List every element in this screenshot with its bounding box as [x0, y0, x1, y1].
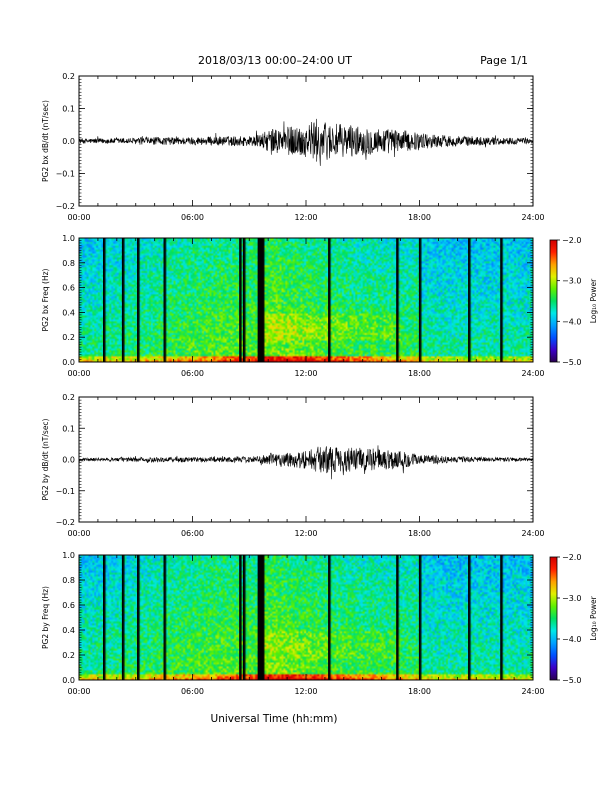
panel-2-colorbar-tick-label: −3.0 — [562, 277, 581, 286]
figure-title-date: 2018/03/13 00:00–24:00 UT — [198, 54, 352, 67]
panel-4-y-tick-label: 0.8 — [62, 576, 75, 585]
panel-1-x-tick-label: 00:00 — [67, 213, 90, 222]
panel-4-y-tick-label: 0.6 — [62, 601, 75, 610]
panel-4-x-tick-label: 24:00 — [521, 687, 544, 696]
panel-1-x-tick-label: 18:00 — [408, 213, 431, 222]
panel-3-x-tick-label: 06:00 — [181, 529, 204, 538]
panel-1-y-tick-label: 0.0 — [62, 137, 75, 146]
panel-1-frame — [78, 75, 534, 207]
panel-2-x-tick-label: 18:00 — [408, 369, 431, 378]
panel-2-y-tick-label: 0.8 — [62, 259, 75, 268]
panel-1-y-tick-label: 0.2 — [62, 72, 75, 81]
panel-2-frame — [78, 237, 534, 363]
panel-1-y-tick-label: −0.2 — [56, 202, 75, 211]
panel-2-x-tick-label: 12:00 — [294, 369, 317, 378]
panel-2-colorbar-tick-label: −4.0 — [562, 317, 581, 326]
panel-4-spectrogram-image — [79, 555, 533, 680]
panel-2-y-tick-label: 0.2 — [62, 333, 75, 342]
panel-3-x-tick-label: 18:00 — [408, 529, 431, 538]
panel-1-y-tick-label: −0.1 — [56, 170, 75, 179]
panel-3-y-tick-label: 0.0 — [62, 456, 75, 465]
panel-2-y-tick-label: 0.4 — [62, 308, 75, 317]
panel-3-frame — [78, 396, 534, 523]
panel-3-y-tick-label: −0.1 — [56, 487, 75, 496]
panel-4-y-tick-label: 0.0 — [62, 676, 75, 685]
panel-2-colorbar-tick-label: −2.0 — [562, 236, 581, 245]
panel-4-colorbar-tick-label: −5.0 — [562, 676, 581, 685]
panel-2-x-tick-label: 24:00 — [521, 369, 544, 378]
panel-4-y-tick-label: 0.4 — [62, 626, 75, 635]
panel-1-waveform-trace — [78, 118, 534, 166]
panel-4-y-tick-label: 0.2 — [62, 651, 75, 660]
panel-4-colorbar-label: Log₁₀ Power — [589, 595, 598, 640]
panel-1-y-tick-label: 0.1 — [62, 105, 75, 114]
panel-4-colorbar-tick-label: −3.0 — [562, 594, 581, 603]
panel-2-y-tick-label: 0.6 — [62, 284, 75, 293]
panel-3-waveform-trace — [78, 445, 534, 480]
panel-3-x-tick-label: 24:00 — [521, 529, 544, 538]
x-axis-label: Universal Time (hh:mm) — [211, 713, 338, 725]
panel-1-x-tick-label: 24:00 — [521, 213, 544, 222]
panel-2-y-tick-label: 0.0 — [62, 358, 75, 367]
panel-2-x-tick-label: 06:00 — [181, 369, 204, 378]
panels: 0.2 0.1 0.0 −0.1 −0.2 00:00 06:00 12:00 18:00 24:… — [41, 72, 598, 696]
panel-3-x-tick-label: 12:00 — [294, 529, 317, 538]
panel-2-colorbar — [549, 239, 558, 363]
panel-4-frame — [78, 554, 534, 681]
panel-4-colorbar — [549, 556, 558, 681]
panel-4-x-tick-label: 18:00 — [408, 687, 431, 696]
page-label: Page 1/1 — [480, 54, 528, 67]
panel-2-y-tick-label: 1.0 — [62, 234, 75, 243]
panel-2-x-tick-label: 00:00 — [67, 369, 90, 378]
panel-4-x-tick-label: 00:00 — [67, 687, 90, 696]
panel-1-x-tick-label: 06:00 — [181, 213, 204, 222]
panel-3-y-axis-label: PG2 by dB/dt (nT/sec) — [41, 418, 50, 500]
panel-2-colorbar-label: Log₁₀ Power — [589, 278, 598, 323]
panel-4-x-tick-label: 12:00 — [294, 687, 317, 696]
panel-3-y-tick-label: 0.2 — [62, 393, 75, 402]
panel-2-colorbar-tick-label: −5.0 — [562, 358, 581, 367]
panel-2-spectrogram-image — [79, 238, 533, 362]
panel-4-colorbar-tick-label: −4.0 — [562, 635, 581, 644]
panel-2-y-axis-label: PG2 bx Freq (Hz) — [41, 268, 50, 331]
panel-1-x-tick-label: 12:00 — [294, 213, 317, 222]
panel-4-colorbar-tick-label: −2.0 — [562, 553, 581, 562]
panel-1-y-axis-label: PG2 bx dB/dt (nT/sec) — [41, 100, 50, 182]
panel-3-y-tick-label: −0.2 — [56, 518, 75, 527]
panel-3-y-tick-label: 0.1 — [62, 424, 75, 433]
panel-4-x-tick-label: 06:00 — [181, 687, 204, 696]
panel-3-x-tick-label: 00:00 — [67, 529, 90, 538]
panel-4-y-axis-label: PG2 by Freq (Hz) — [41, 586, 50, 649]
panel-4-y-tick-label: 1.0 — [62, 551, 75, 560]
